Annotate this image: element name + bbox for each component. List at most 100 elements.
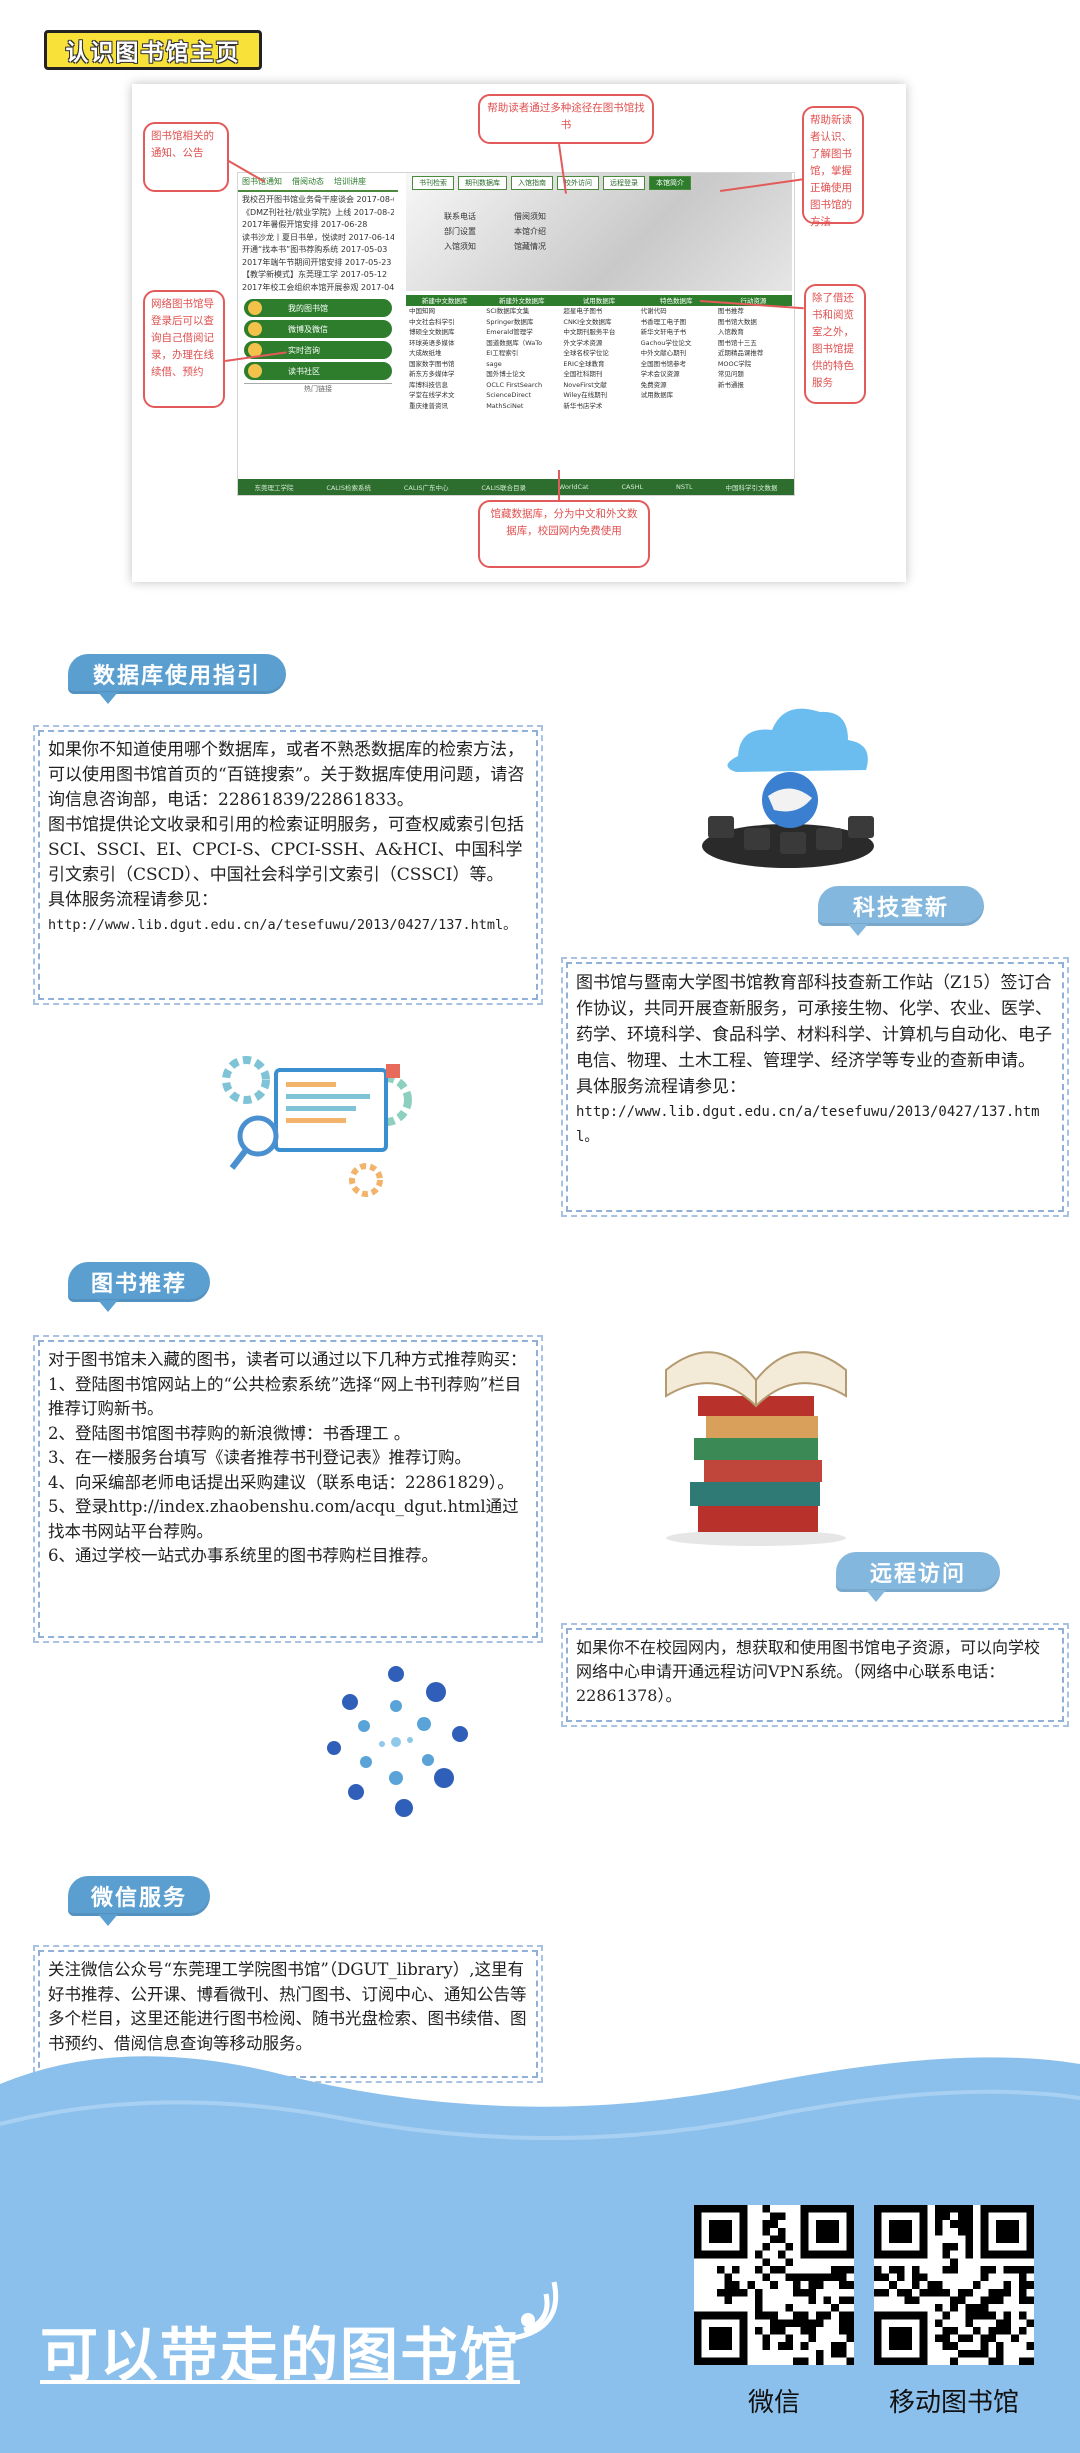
database-link[interactable]: Wiley在线期刊 [563, 391, 608, 399]
database-link[interactable]: Emerald管理学 [486, 328, 533, 336]
dots-cluster-icon [327, 1666, 468, 1817]
footer-link[interactable]: 东莞理工学院 [254, 484, 294, 492]
banner-tab[interactable]: 远程登录 [603, 176, 645, 190]
mobile-library-qr-code[interactable] [874, 2205, 1034, 2365]
banner-tab[interactable]: 书刊检索 [412, 176, 454, 190]
footer-link[interactable]: NSTL [675, 483, 693, 491]
database-link[interactable]: OCLC FirstSearch [486, 380, 543, 389]
database-link[interactable]: 图书推荐 [717, 307, 744, 315]
banner-link[interactable]: 部门设置 [444, 227, 476, 236]
database-link[interactable]: 中文期刊服务平台 [563, 328, 616, 336]
database-link[interactable]: CNKI全文数据库 [563, 317, 612, 326]
news-item[interactable]: 《DMZ刊社社/就业学院》上线 2017-08-29 [242, 207, 394, 217]
sci-search-box: 图书馆与暨南大学图书馆教育部科技查新工作站（Z15）签订合作协议，共同开展查新服… [561, 957, 1069, 1217]
banner-tab[interactable]: 期刊数据库 [458, 176, 507, 190]
col-header: 行动资源 [740, 297, 767, 305]
database-guide-url[interactable]: http://www.lib.dgut.edu.cn/a/tesefuwu/20… [48, 917, 517, 933]
banner-link[interactable]: 联系电话 [444, 212, 476, 221]
wechat-qr-code[interactable] [694, 2205, 854, 2365]
database-link[interactable]: NoveFirst文献 [563, 380, 607, 389]
database-link[interactable]: 中外文献心期刊 [640, 349, 687, 357]
database-link[interactable]: 超星电子图书 [563, 307, 603, 315]
callout-special-services: 除了借还书和阅览室之外，图书馆提供的特色服务 [804, 284, 866, 404]
news-item[interactable]: 2017年暑假开馆安排 2017-06-28 [242, 220, 368, 229]
sci-search-text: 图书馆与暨南大学图书馆教育部科技查新工作站（Z15）签订合作协议，共同开展查新服… [576, 973, 1052, 1097]
database-link[interactable]: 学术会议资源 [640, 370, 680, 378]
database-link[interactable]: 代谢代码 [640, 307, 667, 315]
col-header: 特色数据库 [659, 297, 693, 305]
database-link[interactable]: 图书馆大数据 [717, 317, 757, 326]
col-header: 试用数据库 [582, 297, 616, 305]
col-header: 新建外文数据库 [499, 297, 545, 305]
footer-link[interactable]: WorldCat [558, 483, 589, 491]
database-link[interactable]: 试用数据库 [640, 391, 674, 399]
database-link[interactable]: 免费资源 [640, 380, 667, 389]
news-item[interactable]: 开通“找本书”图书荐购系统 2017-05-03 [242, 245, 388, 254]
database-link[interactable]: 环球英语多媒体 [409, 338, 455, 347]
database-link[interactable]: 学堂在线学术文 [409, 391, 455, 399]
database-link[interactable]: 国外博士论文 [486, 370, 526, 378]
footer-link[interactable]: CALIS检索系统 [326, 484, 371, 492]
database-link[interactable]: 全国图书馆参考 [640, 359, 687, 368]
news-item[interactable]: 【教学新模式】东莞理工学 2017-05-12 [242, 270, 388, 279]
database-link[interactable]: 库博科技信息 [409, 380, 448, 389]
database-link[interactable]: 全国社科期刊 [563, 370, 603, 378]
news-item[interactable]: 我校召开图书馆业务骨干座谈会 2017-08-08 [242, 195, 394, 204]
database-link[interactable]: SCI数据库文集 [486, 307, 530, 315]
site-left-column: 图书馆通知 借阅动态 培训讲座 我校召开图书馆业务骨干座谈会 2017-08-0… [238, 173, 398, 475]
database-link[interactable]: 新华文轩电子书 [640, 328, 687, 336]
news-tab[interactable]: 培训讲座 [334, 177, 366, 186]
database-link[interactable]: 中文社会科学引 [409, 317, 455, 326]
database-link[interactable]: 重庆维普资讯 [409, 401, 448, 410]
database-link[interactable]: Gachou学位论文 [640, 338, 692, 347]
my-library-button[interactable]: 我的图书馆 [244, 299, 392, 317]
database-link[interactable]: 国家数字图书馆 [409, 359, 455, 368]
database-link[interactable]: 外文学术资源 [563, 338, 603, 347]
database-link[interactable]: 新华书店学术 [563, 401, 603, 410]
news-item[interactable]: 2017年端午节期间开馆安排 2017-05-23 [242, 257, 392, 267]
banner-tab[interactable]: 入馆指南 [511, 176, 553, 190]
footer-link[interactable]: CALIS广东中心 [403, 484, 449, 492]
database-link[interactable]: 常见问题 [717, 370, 744, 378]
news-tab[interactable]: 借阅动态 [292, 177, 324, 186]
news-item[interactable]: 读书沙龙丨夏日书单，悦读时 2017-06-14 [242, 232, 394, 242]
recommend-text: 对于图书馆未入藏的图书，读者可以通过以下几种方式推荐购买： 1、登陆图书馆网站上… [48, 1350, 527, 1565]
database-link[interactable]: 中国知网 [409, 307, 435, 315]
banner-tab[interactable]: 校外访问 [557, 176, 599, 190]
banner-tab-active[interactable]: 本馆简介 [649, 176, 691, 190]
banner-link[interactable]: 借阅须知 [514, 212, 546, 221]
database-link[interactable]: 新书通报 [717, 380, 744, 389]
database-column: SCI数据库文集 Springer数据库 Emerald管理学国道数据库（WaTo E… [483, 306, 560, 411]
sci-search-url[interactable]: http://www.lib.dgut.edu.cn/a/tesefuwu/20… [576, 1104, 1040, 1145]
database-link[interactable]: 入馆教育 [717, 328, 744, 336]
footer-link[interactable]: 中国科学引文数据 [725, 484, 778, 492]
footer-link[interactable]: CALIS联合目录 [481, 484, 527, 492]
cloud-network-icon [702, 708, 874, 868]
reading-community-button[interactable]: 读书社区 [244, 362, 392, 380]
database-link[interactable]: 全球名校学位论 [563, 349, 609, 357]
database-link[interactable]: MathSciNet [486, 401, 524, 410]
news-item[interactable]: 2017年校工会组织本馆开展参观 2017-04-28 [242, 282, 394, 292]
wechat-box: 关注微信公众号“东莞理工学院图书馆”（DGUT_library）,这里有好书推荐… [33, 1945, 543, 2083]
database-link[interactable]: ERIC全球教育 [563, 359, 605, 368]
database-link[interactable]: 大成故纸堆 [409, 349, 442, 357]
section-title-database: 数据库使用指引 [68, 654, 286, 704]
database-link[interactable]: 博硕全文数据库 [409, 328, 455, 336]
banner-link[interactable]: 馆藏情况 [514, 242, 546, 251]
database-link[interactable]: 近期精品课推荐 [717, 349, 764, 357]
database-link[interactable]: MOOC学院 [717, 359, 752, 368]
live-chat-button[interactable]: 实时咨询 [244, 341, 392, 359]
database-link[interactable]: sage [486, 359, 502, 368]
database-link[interactable]: 图书馆十三五 [717, 338, 757, 347]
database-link[interactable]: Springer数据库 [486, 317, 534, 326]
database-link[interactable]: EI工程索引 [486, 349, 519, 357]
remote-access-box: 如果你不在校园网内，想获取和使用图书馆电子资源，可以向学校网络中心申请开通远程访… [561, 1623, 1069, 1727]
database-link[interactable]: 国道数据库（WaTo [486, 338, 543, 347]
database-link[interactable]: ScienceDirect [486, 391, 531, 399]
weibo-wechat-button[interactable]: 微博及微信 [244, 320, 392, 338]
database-link[interactable]: 书香理工电子图 [640, 317, 687, 326]
banner-link[interactable]: 本馆介绍 [514, 227, 546, 236]
footer-link[interactable]: CASHL [621, 483, 644, 491]
database-link[interactable]: 新东方多媒体学 [409, 370, 455, 378]
banner-link[interactable]: 入馆须知 [444, 242, 476, 251]
